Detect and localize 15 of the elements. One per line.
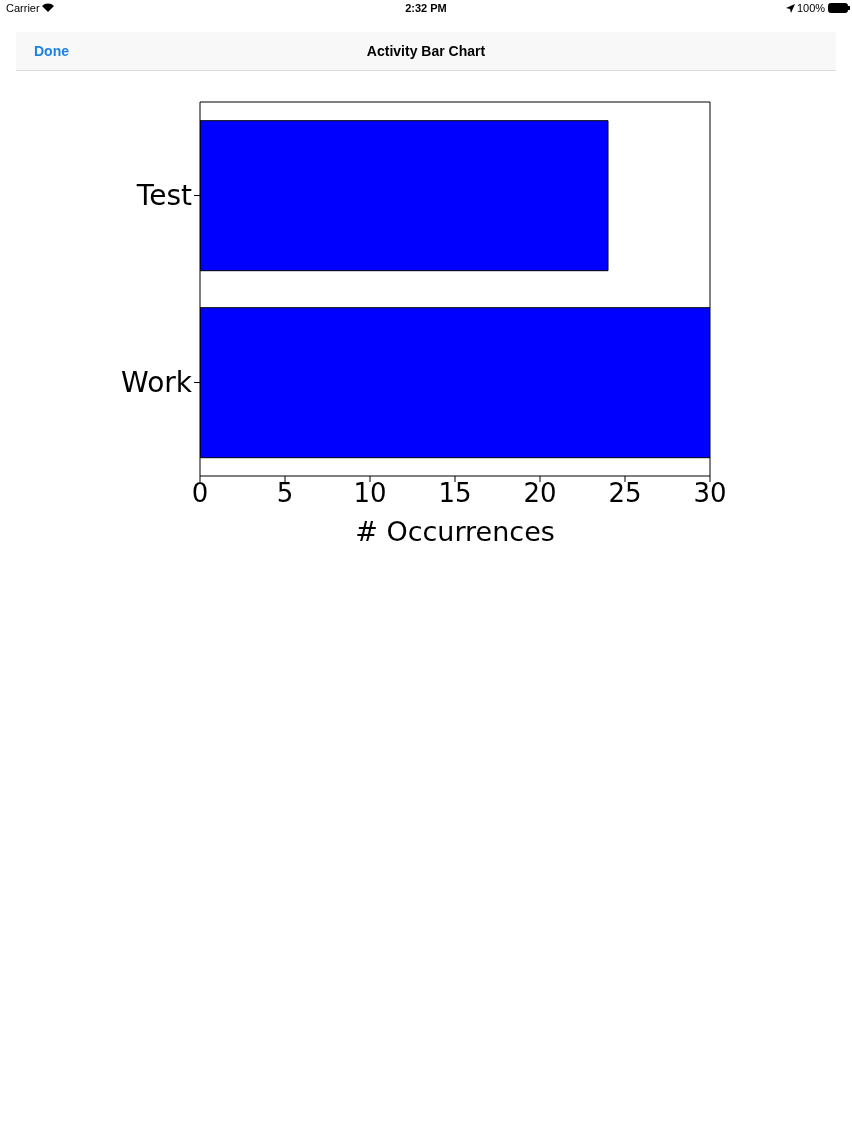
x-tick-label: 10 xyxy=(353,478,387,509)
x-tick-label: 25 xyxy=(608,478,642,509)
text: 100% xyxy=(797,2,826,14)
x-tick-label: 0 xyxy=(191,478,209,509)
x-axis-title: # Occurrences xyxy=(355,516,555,547)
x-tick-label: 5 xyxy=(276,478,294,509)
x-tick-label: 20 xyxy=(523,478,557,509)
text: 2:32 PM xyxy=(405,2,447,14)
text: Carrier xyxy=(6,2,40,14)
x-tick-label: 15 xyxy=(438,478,472,509)
x-tick-label: 30 xyxy=(693,478,727,509)
chart-title: Activity Bar Chart xyxy=(366,43,486,59)
y-tick-label: Test xyxy=(135,179,193,213)
text: Done xyxy=(34,43,69,59)
y-tick-label: Work xyxy=(121,366,193,400)
